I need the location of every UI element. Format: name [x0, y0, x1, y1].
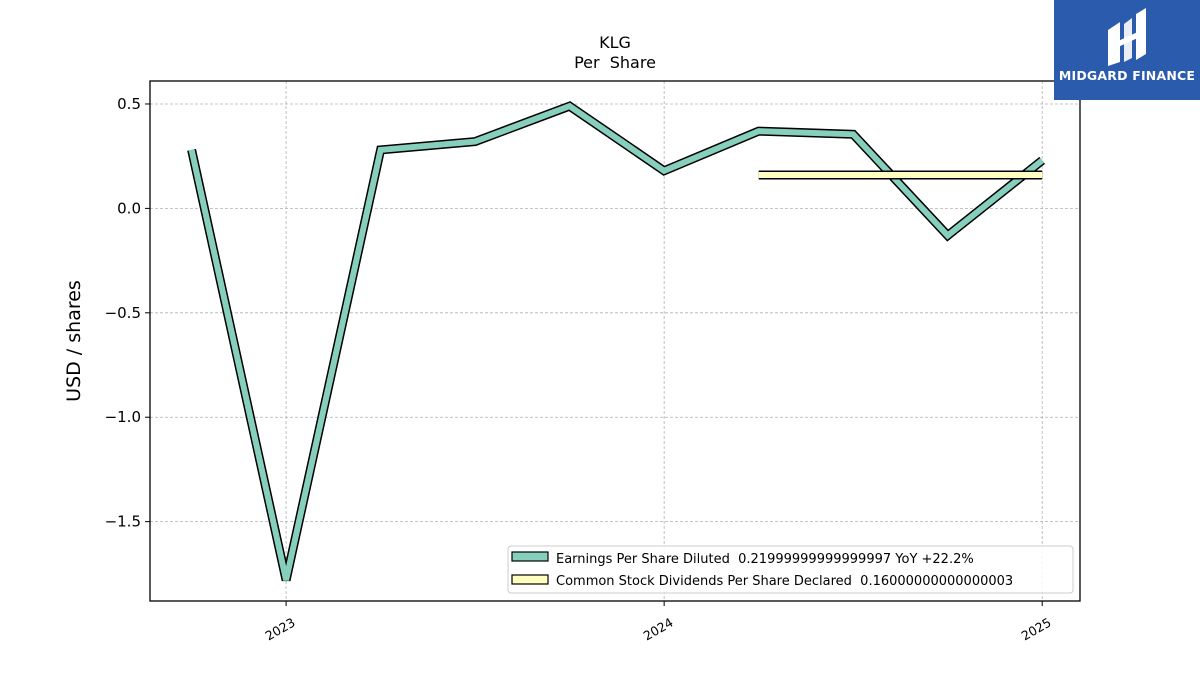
series-line-eps: [188, 102, 1045, 581]
legend-label-eps: Earnings Per Share Diluted 0.21999999999…: [556, 552, 974, 567]
legend-label-dividends: Common Stock Dividends Per Share Declare…: [556, 574, 1013, 589]
plot-frame: [149, 80, 1081, 602]
legend-box: [507, 545, 1074, 594]
x-tick-label: 2024: [641, 615, 676, 644]
y-axis: 0.5 0.0 −0.5 −1.0 −1.5: [105, 95, 150, 531]
plot-series: [187, 101, 1045, 582]
chart-title: KLG: [599, 33, 631, 52]
y-tick-label: −1.0: [105, 408, 141, 426]
y-tick-label: 0.0: [117, 199, 141, 217]
y-tick-label: −1.5: [105, 513, 141, 531]
chart-subtitle: Per Share: [574, 53, 656, 72]
x-axis: 2023 2024 2025: [263, 601, 1054, 644]
x-tick-label: 2025: [1019, 615, 1054, 644]
grid: [150, 81, 1080, 601]
x-tick-label: 2023: [263, 615, 298, 644]
y-tick-label: −0.5: [105, 304, 141, 322]
legend: Earnings Per Share Diluted 0.21999999999…: [507, 545, 1074, 594]
legend-swatch-dividends: [511, 574, 549, 585]
logo-text: MIDGARD FINANCE: [1058, 68, 1196, 83]
legend-swatch-eps: [511, 551, 549, 562]
y-axis-label: USD / shares: [63, 280, 85, 402]
brand-logo: MIDGARD FINANCE: [1054, 0, 1200, 100]
logo-mark-icon: [1108, 8, 1146, 66]
y-tick-label: 0.5: [117, 95, 141, 113]
